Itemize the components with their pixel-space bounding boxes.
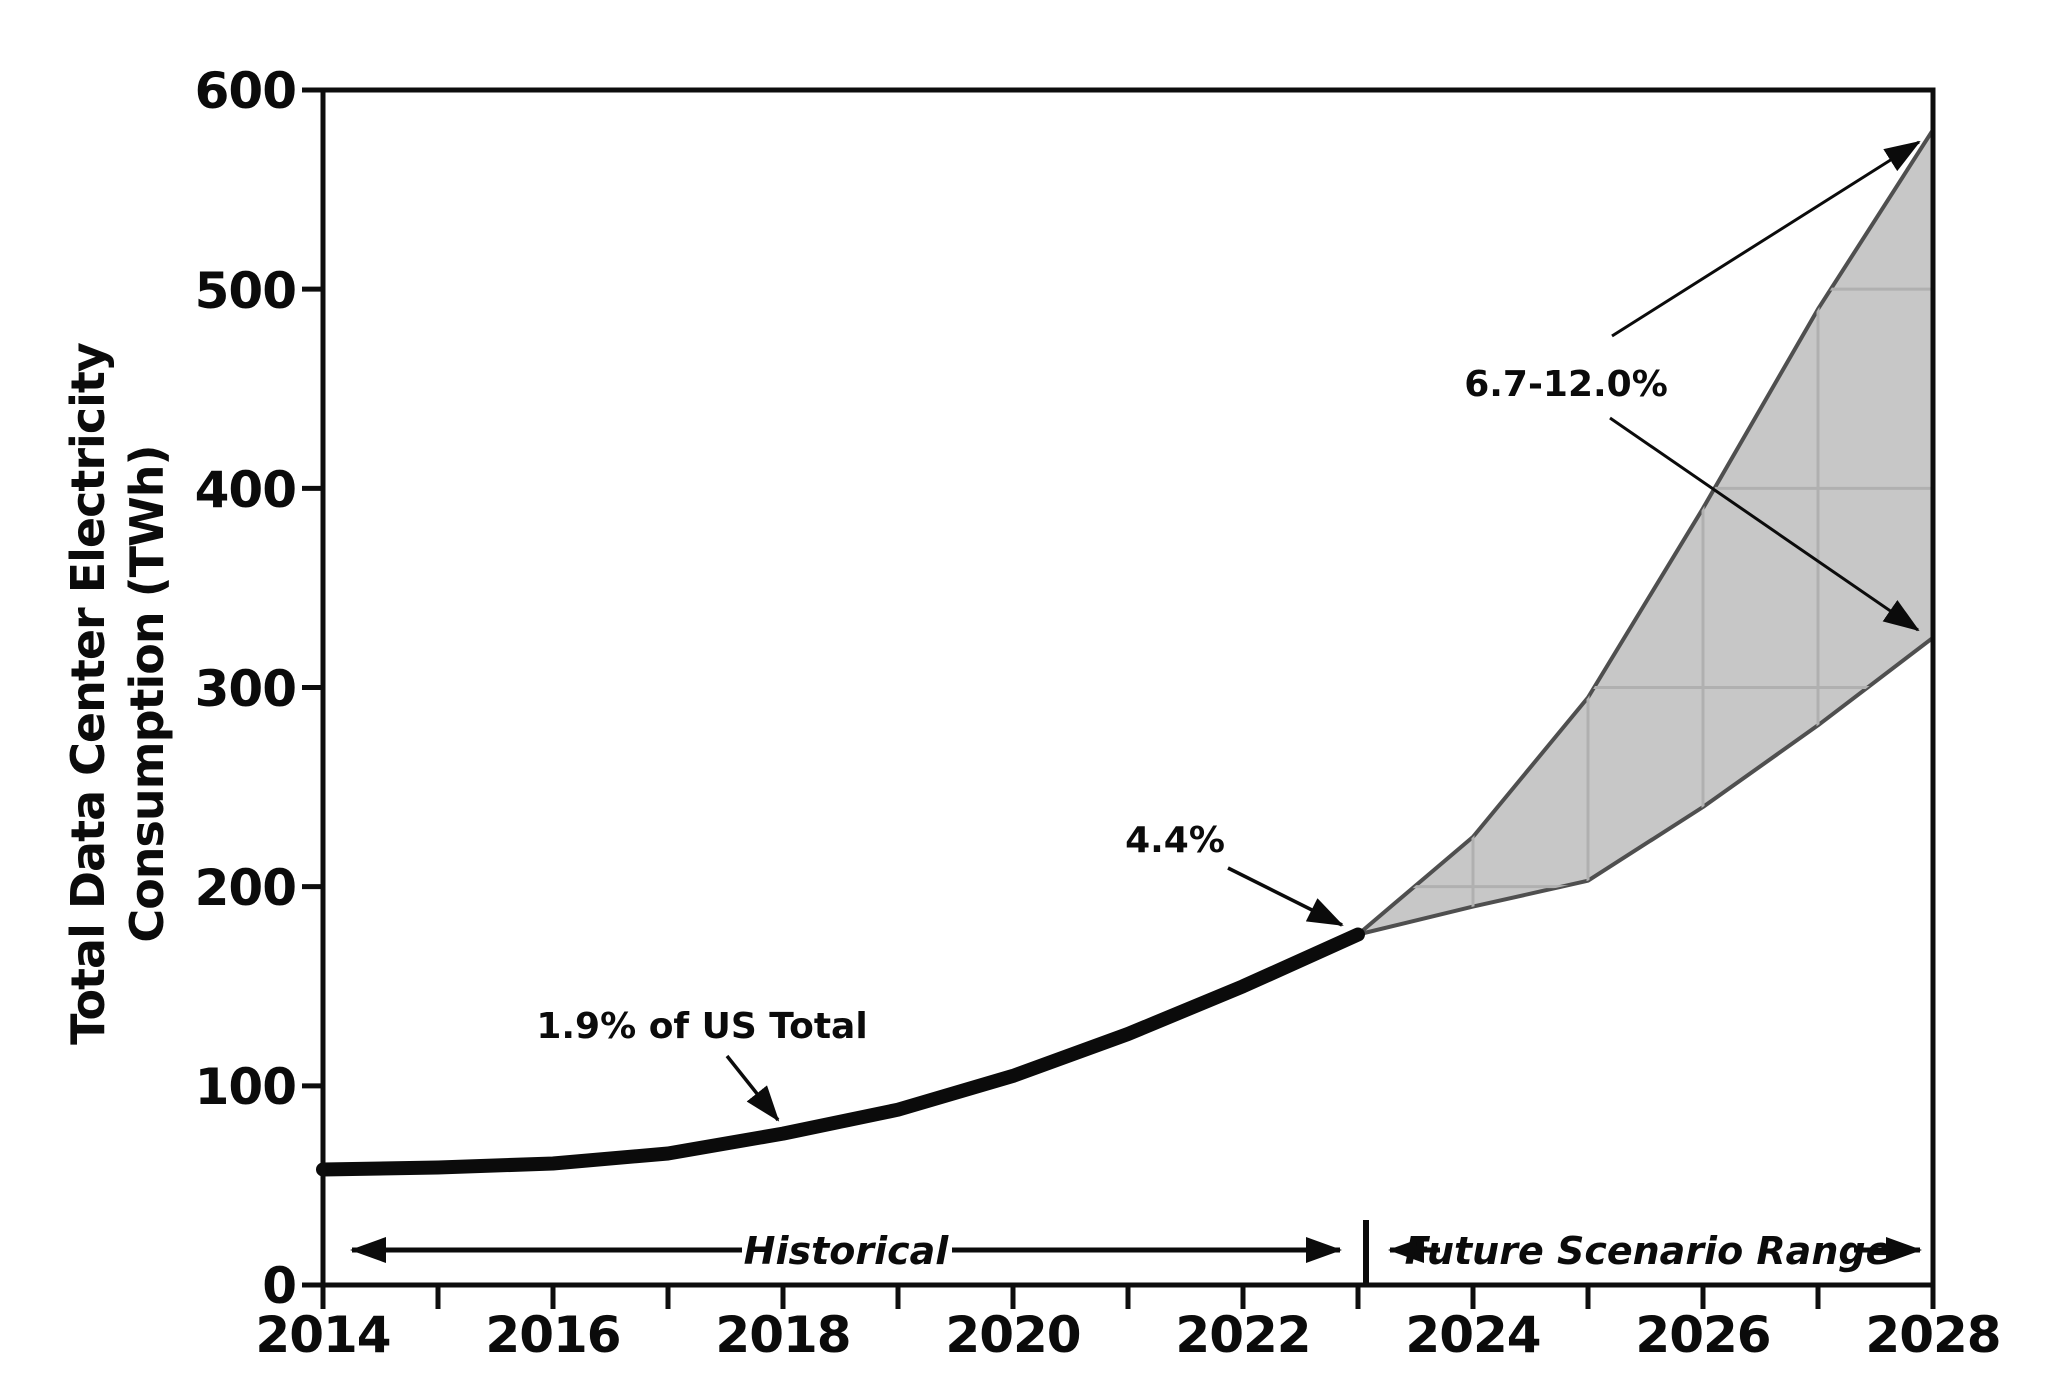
x-tick-label: 2018 (715, 1306, 850, 1364)
y-tick-label: 0 (262, 1257, 296, 1315)
annotation-4-4-pct: 4.4% (1125, 820, 1225, 861)
y-tick-label: 600 (195, 62, 296, 120)
y-tick-label: 100 (195, 1058, 296, 1116)
historical-line (316, 927, 1365, 1177)
x-tick-label: 2020 (945, 1306, 1080, 1364)
annotation-labels: 1.9% of US Total 4.4% 6.7-12.0% Historic… (536, 364, 1891, 1273)
y-axis-title-line1: Total Data Center Electricity (61, 342, 115, 1045)
future-span-label: Future Scenario Range (1405, 1229, 1892, 1273)
future-scenario-band (1356, 127, 1935, 937)
y-tick-label: 400 (195, 461, 296, 519)
annotation-1-9-pct: 1.9% of US Total (536, 1006, 867, 1047)
span-arrows (350, 1220, 1922, 1285)
annotation-arrows (725, 140, 1921, 1122)
y-tick-labels: 0 100 200 300 400 500 600 (195, 62, 297, 1315)
axis-ticks (302, 87, 1936, 1309)
x-tick-labels: 2014 2016 2018 2020 2022 2024 2026 2028 (255, 1306, 2001, 1364)
y-tick-label: 300 (195, 660, 296, 718)
arrow-high-scenario (1611, 140, 1921, 338)
x-tick-label: 2014 (255, 1306, 390, 1364)
y-tick-label: 200 (195, 859, 296, 917)
y-axis-title-line2: Consumption (TWh) (120, 445, 174, 942)
x-tick-label: 2028 (1865, 1306, 2000, 1364)
x-tick-label: 2022 (1175, 1306, 1310, 1364)
y-axis-title: Total Data Center Electricity Consumptio… (61, 342, 174, 1045)
historical-span-label: Historical (744, 1229, 950, 1273)
x-tick-label: 2024 (1405, 1306, 1540, 1364)
gridlines (1358, 129, 1933, 935)
y-tick-label: 500 (195, 262, 296, 320)
x-tick-label: 2026 (1635, 1306, 1770, 1364)
arrow-low-scenario (1609, 416, 1920, 632)
annotation-6-7-12-pct: 6.7-12.0% (1464, 364, 1668, 405)
arrow-4-4-pct (1227, 866, 1344, 927)
x-tick-label: 2016 (485, 1306, 620, 1364)
arrow-1-9-pct (725, 1054, 780, 1122)
